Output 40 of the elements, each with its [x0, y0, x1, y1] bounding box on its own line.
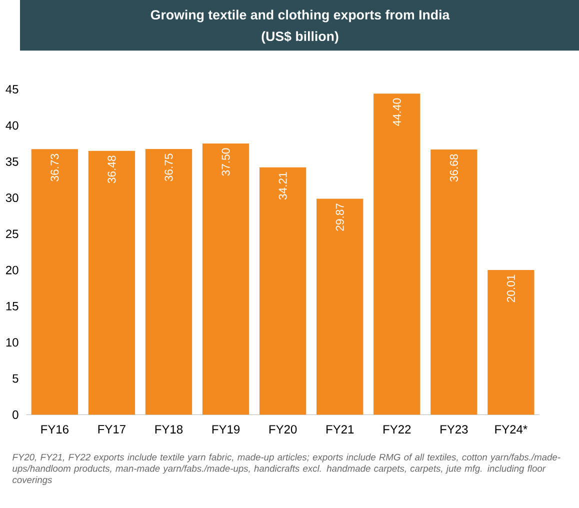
bar	[488, 270, 534, 415]
bar	[430, 149, 478, 415]
y-tick-label: 5	[12, 374, 18, 383]
bar	[316, 198, 364, 415]
data-label: 37.50	[222, 148, 230, 176]
data-label: 34.21	[278, 172, 287, 200]
data-label: 36.48	[108, 156, 116, 184]
x-tick-label: FY19	[212, 425, 240, 434]
x-tick-label: FY20	[269, 425, 297, 434]
chart-subtitle: (US$ billion)	[262, 30, 338, 44]
y-tick-label: 35	[6, 157, 18, 166]
data-label: 36.68	[450, 154, 458, 182]
y-tick-label: 45	[6, 85, 18, 94]
y-tick-label: 0	[12, 410, 18, 419]
bar	[202, 144, 250, 415]
bar	[88, 150, 136, 415]
data-label: 44.40	[392, 98, 401, 126]
y-tick-label: 15	[6, 302, 18, 310]
x-tick-label: FY21	[326, 425, 354, 434]
data-label: 36.73	[50, 154, 59, 182]
y-tick-label: 40	[6, 121, 18, 130]
x-tick-label: FY18	[155, 425, 183, 434]
x-tick-label: FY16	[41, 425, 68, 434]
x-tick-label: FY23	[440, 425, 468, 434]
bar	[145, 148, 192, 415]
y-tick-label: 10	[6, 338, 18, 347]
bar	[374, 94, 420, 415]
bar	[259, 167, 306, 415]
y-tick-label: 20	[6, 266, 18, 274]
y-tick-label: 30	[6, 194, 18, 202]
x-tick-label: FY22	[384, 425, 411, 434]
data-label: 29.87	[336, 204, 344, 231]
bar	[31, 149, 78, 415]
y-tick-label: 25	[6, 230, 18, 238]
data-label: 36.75	[164, 154, 173, 182]
x-tick-label: FY24*	[495, 425, 528, 434]
data-label: 20.01	[506, 274, 515, 302]
x-tick-label: FY17	[98, 425, 126, 434]
text: FY20, FY21, FY22 exports include textile yarn fabric, made-up articles; exports include RMG of all textiles, cotton yarn/fabs./made-ups/handloom products, man-made yarn/fabs./made-ups, handicrafts excl. handmade carpets, carpets, jute mfg. including floor coverings	[12, 454, 560, 485]
chart-title: Growing textile and clothing exports from India	[150, 10, 450, 22]
